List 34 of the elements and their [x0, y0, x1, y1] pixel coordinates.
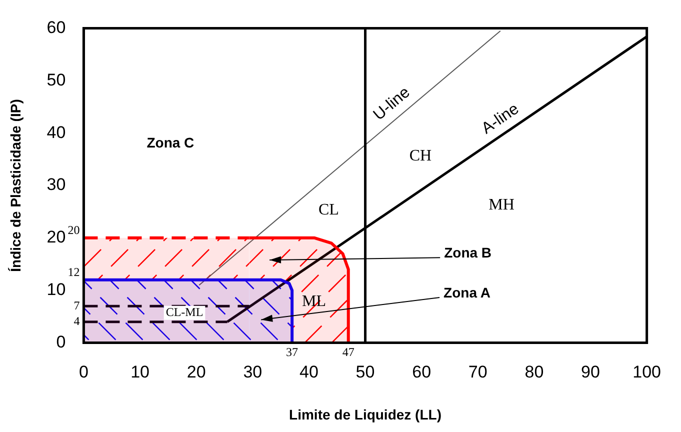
annotation: 20 — [68, 223, 80, 238]
x-tick-label: 70 — [468, 362, 488, 382]
annotation: 12 — [68, 265, 80, 280]
x-tick-label: 40 — [299, 362, 318, 382]
x-tick-label: 100 — [632, 362, 662, 382]
x-tick-label: 90 — [581, 362, 600, 382]
x-tick-label: 0 — [78, 362, 88, 382]
annotation: 4 — [74, 314, 80, 328]
annotation: Zona A — [444, 284, 490, 300]
x-axis-title: Limite de Liquidez (LL) — [289, 406, 442, 422]
annotation: Zona C — [146, 134, 194, 150]
y-tick-label: 40 — [46, 122, 66, 142]
x-tick-label: 80 — [524, 362, 544, 382]
annotation: CL — [318, 201, 339, 218]
annotation: CH — [409, 147, 432, 164]
y-tick-label: 60 — [46, 18, 66, 37]
y-tick-label: 10 — [46, 280, 66, 300]
y-tick-label: 0 — [56, 332, 66, 352]
y-axis-title: Índice de Plasticidade (IP) — [7, 99, 24, 272]
y-tick-label: 30 — [46, 175, 66, 194]
annotation: MH — [488, 196, 515, 214]
annotation: Zona B — [444, 244, 492, 261]
annotation: ML — [302, 293, 326, 310]
x-tick-label: 30 — [243, 362, 262, 382]
annotation: 47 — [342, 344, 354, 359]
x-tick-label: 20 — [186, 362, 206, 382]
annotation: 37 — [286, 344, 298, 359]
x-tick-label: 50 — [356, 362, 375, 382]
x-tick-label: 10 — [130, 362, 150, 382]
y-tick-label: 50 — [46, 70, 66, 90]
annotation: CL-ML — [166, 305, 204, 320]
y-tick-label: 20 — [46, 228, 66, 247]
x-tick-label: 60 — [412, 362, 432, 382]
annotation: 7 — [74, 298, 80, 312]
